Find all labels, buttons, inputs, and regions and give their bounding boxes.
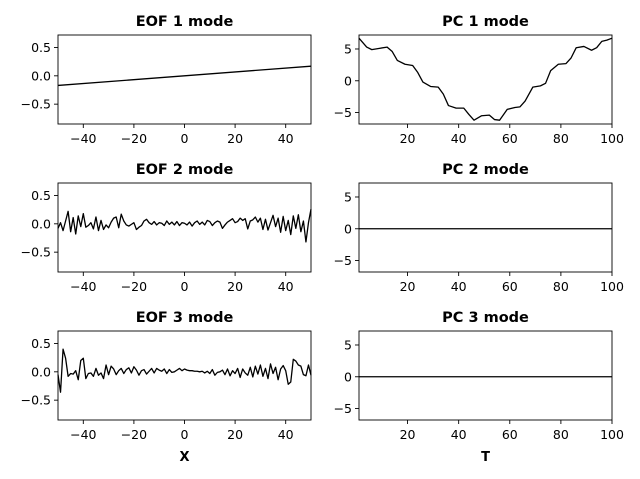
x-tick-label: −40 [70, 131, 96, 146]
x-tick-label: 100 [600, 279, 624, 294]
x-tick-label: 60 [502, 279, 518, 294]
subplot-title: PC 3 mode [442, 310, 529, 326]
x-tick-label: 100 [600, 427, 624, 442]
subplot-grid: −40 −20 0 20 40 0.5 0.0 −0.5 EOF 1 mode 20 40 60 80 1… [21, 14, 624, 465]
x-tick-label: 40 [278, 279, 294, 294]
x-tick-label: 20 [227, 427, 243, 442]
y-tick-label: −5 [334, 253, 352, 268]
series-line-1 [57, 348, 312, 393]
x-tick-label: 40 [451, 279, 467, 294]
series-line-1 [57, 208, 312, 243]
x-tick-label: 40 [451, 427, 467, 442]
x-tick-label: −20 [121, 131, 147, 146]
x-tick-label: 40 [451, 131, 467, 146]
x-tick-label: 0 [181, 279, 189, 294]
subplot-5: −40 −20 0 20 40 0.5 0.0 −0.5 EOF 3 mode X [21, 310, 312, 465]
y-tick-label: 0 [344, 73, 352, 88]
x-tick-label: 80 [553, 427, 569, 442]
y-tick-label: 0.5 [31, 336, 51, 351]
y-tick-label: 0.0 [31, 68, 51, 83]
x-axis-label: X [179, 450, 189, 465]
subplot-title: EOF 1 mode [136, 14, 234, 30]
x-tick-label: 20 [400, 279, 416, 294]
x-tick-label: 40 [278, 427, 294, 442]
subplot-2: 20 40 60 80 100 5 0 −5 PC 1 mode [334, 14, 624, 146]
x-tick-label: −20 [121, 427, 147, 442]
y-tick-label: 0 [344, 369, 352, 384]
y-tick-label: 5 [344, 189, 352, 204]
axes-frame [358, 34, 613, 125]
subplot-4: 20 40 60 80 100 5 0 −5 PC 2 mode [334, 162, 624, 294]
x-tick-label: 60 [502, 131, 518, 146]
y-tick-label: 0.5 [31, 188, 51, 203]
x-tick-label: 80 [553, 279, 569, 294]
series-line-1 [57, 65, 312, 87]
y-tick-label: 0 [344, 221, 352, 236]
x-tick-label: 40 [278, 131, 294, 146]
y-tick-label: 5 [344, 337, 352, 352]
y-tick-label: 0.0 [31, 216, 51, 231]
x-tick-label: 20 [227, 131, 243, 146]
subplot-title: PC 2 mode [442, 162, 529, 178]
x-tick-label: −40 [70, 427, 96, 442]
y-tick-label: −5 [334, 401, 352, 416]
axes-frame [358, 182, 613, 273]
x-tick-label: 0 [181, 131, 189, 146]
y-tick-label: 0.5 [31, 40, 51, 55]
x-tick-label: −20 [121, 279, 147, 294]
y-tick-label: −5 [334, 105, 352, 120]
x-tick-label: 20 [400, 427, 416, 442]
axes-frame [358, 330, 613, 421]
subplot-title: EOF 3 mode [136, 310, 234, 326]
subplot-title: EOF 2 mode [136, 162, 234, 178]
series-line-1 [358, 37, 613, 121]
x-tick-label: 0 [181, 427, 189, 442]
x-tick-label: 20 [227, 279, 243, 294]
subplot-6: 20 40 60 80 100 5 0 −5 PC 3 mode T [334, 310, 624, 465]
y-tick-label: −0.5 [21, 97, 51, 112]
x-tick-label: 80 [553, 131, 569, 146]
x-tick-label: 100 [600, 131, 624, 146]
x-tick-label: −40 [70, 279, 96, 294]
y-tick-label: 0.0 [31, 364, 51, 379]
x-tick-label: 20 [400, 131, 416, 146]
y-tick-label: −0.5 [21, 245, 51, 260]
x-axis-label: T [481, 450, 490, 465]
x-tick-label: 60 [502, 427, 518, 442]
y-tick-label: −0.5 [21, 393, 51, 408]
subplot-1: −40 −20 0 20 40 0.5 0.0 −0.5 EOF 1 mode [21, 14, 312, 146]
subplot-3: −40 −20 0 20 40 0.5 0.0 −0.5 EOF 2 mode [21, 162, 312, 294]
subplot-title: PC 1 mode [442, 14, 529, 30]
y-tick-label: 5 [344, 41, 352, 56]
